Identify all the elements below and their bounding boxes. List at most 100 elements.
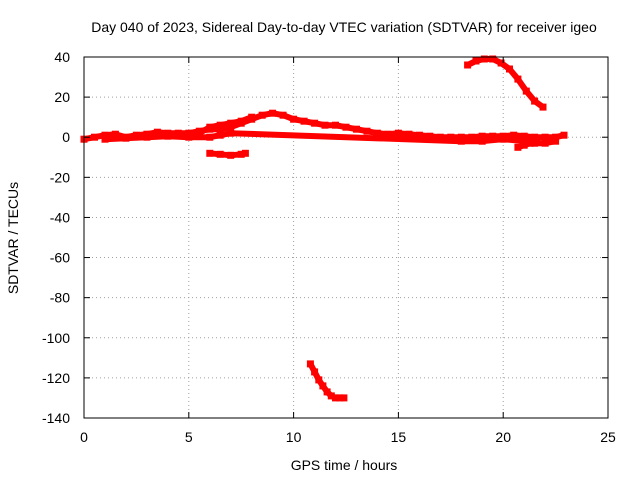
data-point: [531, 133, 539, 141]
x-tick-label: 10: [286, 429, 302, 445]
x-tick-label: 20: [495, 429, 511, 445]
data-point: [241, 149, 249, 157]
data-point: [506, 65, 513, 73]
data-point: [415, 131, 423, 139]
data-point: [526, 139, 534, 147]
data-point: [405, 130, 413, 138]
data-point: [216, 150, 224, 158]
y-tick-label: 0: [62, 129, 70, 145]
data-point: [499, 135, 507, 143]
y-tick-label: 20: [54, 89, 70, 105]
data-point: [311, 119, 319, 127]
data-point: [216, 131, 224, 139]
series-arc-3-high: [464, 55, 547, 111]
x-axis-label: GPS time / hours: [291, 457, 398, 473]
data-point: [164, 132, 172, 140]
data-point: [327, 392, 335, 400]
series-upper-band: [195, 113, 256, 137]
data-point: [541, 133, 549, 141]
data-point: [206, 133, 214, 141]
data-point: [489, 132, 497, 140]
data-point: [174, 129, 182, 137]
data-point: [457, 133, 465, 141]
data-point: [300, 117, 308, 125]
data-point: [478, 132, 486, 140]
data-point: [468, 133, 476, 141]
data-point: [497, 59, 505, 67]
plot-frame: [83, 56, 609, 419]
series-arc-1: [206, 149, 249, 159]
data-point: [227, 129, 235, 137]
y-tick-label: -140: [42, 410, 70, 426]
y-tick-label: -80: [50, 290, 70, 306]
data-point: [143, 133, 151, 141]
data-point: [384, 130, 392, 138]
data-point: [185, 133, 193, 141]
data-point: [216, 121, 224, 129]
data-point: [237, 117, 245, 125]
data-point: [340, 394, 348, 402]
data-point: [480, 55, 488, 63]
data-point: [216, 125, 224, 133]
data-point: [520, 132, 528, 140]
data-point: [332, 394, 339, 402]
y-axis-label: SDTVAR / TECUs: [5, 182, 21, 294]
data-point: [323, 388, 331, 396]
data-point: [227, 119, 235, 127]
data-point: [336, 394, 344, 402]
chart-title: Day 040 of 2023, Sidereal Day-to-day VTE…: [91, 19, 597, 35]
y-tick-label: -60: [50, 250, 70, 266]
data-point: [319, 382, 327, 390]
data-point: [520, 141, 528, 149]
data-point: [311, 368, 319, 376]
data-point: [373, 129, 381, 137]
data-point: [258, 111, 266, 119]
data-point: [111, 130, 119, 138]
x-tick-label: 25: [600, 429, 616, 445]
data-point: [290, 115, 298, 123]
data-point: [101, 131, 109, 139]
data-point: [101, 135, 109, 143]
data-point: [510, 131, 518, 139]
data-point: [533, 137, 541, 145]
y-tick-label: 40: [54, 49, 70, 65]
data-points: [80, 55, 568, 402]
data-point: [269, 109, 277, 117]
data-point: [342, 123, 350, 131]
data-point: [478, 137, 486, 145]
data-point: [394, 129, 402, 137]
data-point: [321, 121, 329, 129]
data-point: [464, 61, 472, 69]
data-point: [552, 137, 560, 145]
data-point: [363, 127, 371, 135]
data-point: [541, 139, 549, 147]
data-point: [489, 55, 497, 63]
data-point: [522, 87, 530, 95]
data-point: [447, 133, 455, 141]
x-tick-label: 15: [391, 429, 407, 445]
data-point: [279, 111, 287, 119]
data-point: [91, 133, 98, 141]
data-point: [227, 123, 235, 131]
data-point: [248, 113, 256, 121]
data-point: [436, 133, 444, 141]
series-arc-2-dip: [514, 137, 541, 151]
x-tick-label: 0: [80, 429, 88, 445]
data-point: [560, 131, 568, 139]
axis-ticks: 0 5 10 15 20 25 -140 -120 -100 -80 -60 -40 -20 0 20 40: [42, 49, 616, 445]
y-tick-label: -100: [42, 330, 70, 346]
y-tick-label: -20: [50, 169, 70, 185]
data-point: [472, 57, 480, 65]
data-point: [206, 149, 214, 157]
data-point: [426, 132, 434, 140]
x-tick-label: 5: [185, 429, 193, 445]
data-point: [552, 133, 560, 141]
y-tick-label: -120: [42, 370, 70, 386]
data-point: [531, 97, 539, 105]
data-point: [457, 137, 465, 145]
y-tick-label: -40: [50, 209, 70, 225]
data-point: [227, 151, 235, 159]
data-point: [237, 150, 245, 158]
